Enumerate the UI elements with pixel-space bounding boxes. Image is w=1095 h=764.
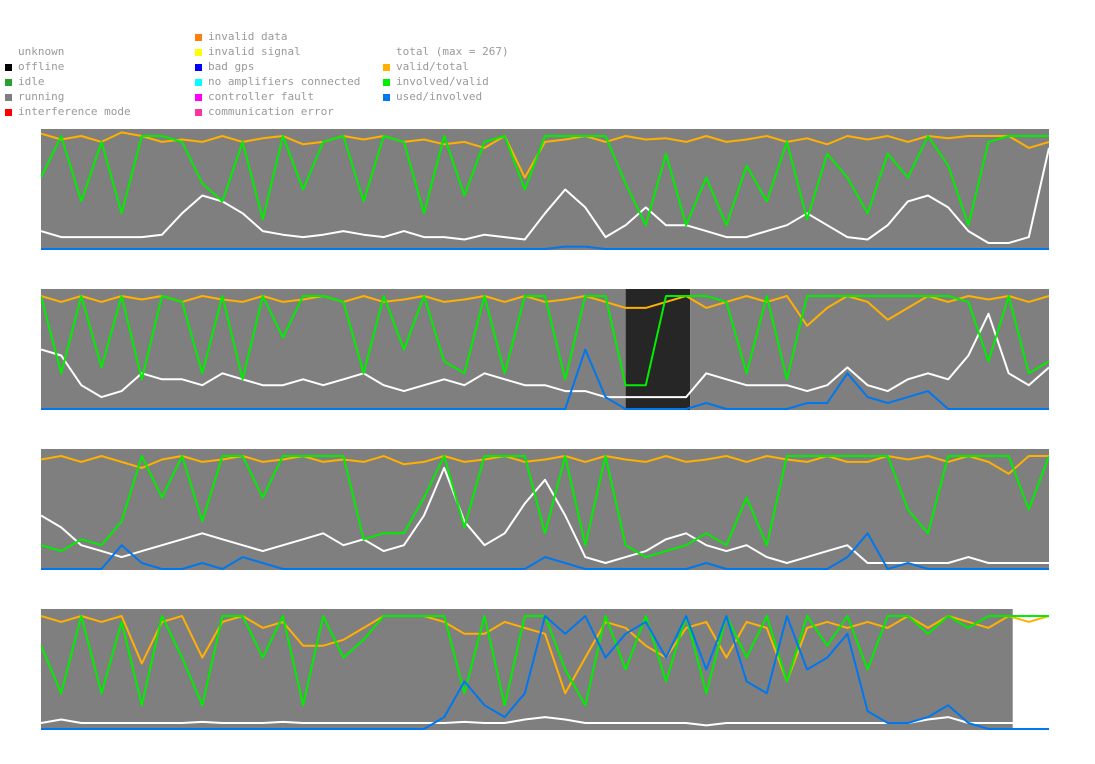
series-line-used-involved [41, 245, 1049, 250]
legend-label: idle [18, 75, 45, 88]
legend-swatch [195, 79, 202, 86]
legend-swatch [5, 94, 12, 101]
state-band-offline [625, 289, 691, 410]
series-line-total-max-267- [41, 312, 1049, 399]
series-line-valid-total [41, 131, 1049, 179]
strip-chart-1-svg [41, 129, 1049, 250]
legend-label: no amplifiers connected [208, 75, 361, 88]
state-band-running [41, 449, 1049, 570]
legend-label: used/involved [396, 90, 483, 103]
state-band-running [41, 129, 1049, 250]
strip-chart-1 [41, 129, 1049, 250]
legend-label: controller fault [208, 90, 314, 103]
series-line-total-max-267- [41, 466, 1049, 564]
series-line-valid-total [41, 455, 1049, 475]
legend-label: offline [18, 60, 65, 73]
series-line-total-max-267- [41, 716, 1049, 727]
strip-chart-3 [41, 449, 1049, 570]
legend-label: running [18, 90, 65, 103]
legend: unknown offline idle running interferenc… [0, 0, 1095, 125]
strip-chart-3-svg [41, 449, 1049, 570]
legend-swatch [5, 64, 12, 71]
series-line-involved-valid [41, 455, 1049, 559]
series-line-involved-valid [41, 295, 1049, 387]
series-line-valid-total [41, 295, 1049, 327]
series-line-involved-valid [41, 135, 1049, 227]
legend-label: bad gps [208, 60, 255, 73]
state-band-running [41, 289, 626, 410]
legend-swatch [195, 64, 202, 71]
legend-label: communication error [208, 105, 334, 118]
series-line-used-involved [41, 348, 1049, 410]
series-line-total-max-267- [41, 147, 1049, 244]
legend-swatch [383, 79, 390, 86]
strip-chart-2 [41, 289, 1049, 410]
legend-swatch [383, 94, 390, 101]
legend-swatch [195, 34, 202, 41]
legend-label: invalid signal [208, 45, 301, 58]
strip-chart-2-svg [41, 289, 1049, 410]
strip-chart-4 [41, 609, 1049, 730]
legend-label: invalid data [208, 30, 288, 43]
series-line-valid-total [41, 615, 1049, 695]
legend-label: total (max = 267) [396, 45, 509, 58]
legend-swatch [195, 109, 202, 116]
strip-chart-4-svg [41, 609, 1049, 730]
legend-swatch [195, 94, 202, 101]
series-line-used-involved [41, 532, 1049, 570]
legend-swatch [195, 49, 202, 56]
legend-label: valid/total [396, 60, 469, 73]
legend-swatch [5, 79, 12, 86]
legend-swatch [383, 64, 390, 71]
state-band-running [690, 289, 1049, 410]
legend-label: interference mode [18, 105, 131, 118]
legend-label: unknown [18, 45, 65, 58]
series-line-used-involved [41, 615, 1049, 730]
legend-swatch [5, 109, 12, 116]
legend-label: involved/valid [396, 75, 489, 88]
